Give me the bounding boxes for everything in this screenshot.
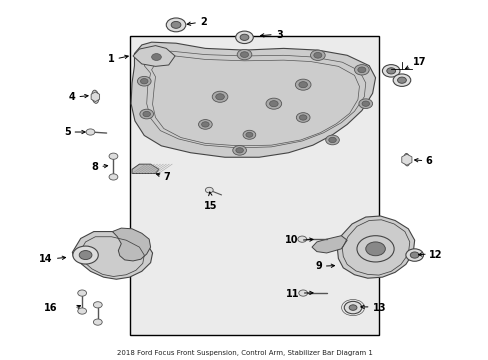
Text: 6: 6 bbox=[425, 156, 431, 166]
Circle shape bbox=[245, 132, 252, 137]
Circle shape bbox=[295, 79, 310, 90]
Circle shape bbox=[354, 65, 368, 75]
Circle shape bbox=[78, 290, 86, 296]
Circle shape bbox=[361, 101, 369, 106]
Circle shape bbox=[313, 53, 321, 58]
Circle shape bbox=[365, 242, 385, 256]
Circle shape bbox=[79, 251, 92, 260]
Circle shape bbox=[382, 65, 399, 77]
Circle shape bbox=[198, 120, 212, 129]
Circle shape bbox=[140, 109, 153, 119]
Circle shape bbox=[235, 31, 253, 44]
Circle shape bbox=[296, 113, 309, 122]
Circle shape bbox=[240, 52, 248, 58]
Circle shape bbox=[240, 34, 248, 40]
Circle shape bbox=[86, 129, 95, 135]
Circle shape bbox=[298, 82, 307, 88]
Circle shape bbox=[328, 137, 336, 143]
Text: 15: 15 bbox=[203, 201, 217, 211]
Text: 2: 2 bbox=[200, 18, 207, 27]
Circle shape bbox=[298, 290, 307, 296]
Circle shape bbox=[299, 115, 306, 120]
Text: 14: 14 bbox=[39, 253, 53, 264]
Polygon shape bbox=[311, 236, 346, 253]
Circle shape bbox=[201, 122, 209, 127]
Text: 11: 11 bbox=[285, 289, 299, 300]
Circle shape bbox=[166, 18, 185, 32]
Text: 9: 9 bbox=[314, 261, 321, 271]
Polygon shape bbox=[337, 216, 414, 278]
Circle shape bbox=[237, 49, 251, 60]
Polygon shape bbox=[132, 164, 159, 174]
Circle shape bbox=[358, 99, 372, 108]
Polygon shape bbox=[131, 42, 375, 157]
Circle shape bbox=[344, 301, 361, 314]
Polygon shape bbox=[112, 228, 150, 261]
Circle shape bbox=[215, 94, 224, 100]
Circle shape bbox=[212, 91, 227, 102]
Text: 12: 12 bbox=[428, 250, 442, 260]
Circle shape bbox=[93, 319, 102, 325]
Circle shape bbox=[392, 74, 410, 86]
Circle shape bbox=[147, 51, 165, 63]
Text: 13: 13 bbox=[372, 303, 386, 313]
Polygon shape bbox=[91, 92, 100, 102]
Circle shape bbox=[205, 187, 213, 193]
Circle shape bbox=[142, 111, 150, 117]
Ellipse shape bbox=[92, 90, 99, 103]
Circle shape bbox=[297, 236, 306, 242]
Polygon shape bbox=[133, 46, 175, 66]
Circle shape bbox=[265, 98, 281, 109]
Circle shape bbox=[137, 76, 151, 86]
Circle shape bbox=[171, 22, 181, 28]
Text: 16: 16 bbox=[44, 303, 58, 313]
Text: 17: 17 bbox=[412, 57, 426, 67]
Circle shape bbox=[151, 54, 161, 60]
Circle shape bbox=[348, 305, 356, 310]
Polygon shape bbox=[401, 154, 411, 165]
Circle shape bbox=[109, 153, 118, 159]
Polygon shape bbox=[72, 231, 152, 279]
Text: 5: 5 bbox=[64, 127, 71, 137]
Text: 1: 1 bbox=[108, 54, 115, 64]
Circle shape bbox=[93, 302, 102, 308]
Circle shape bbox=[325, 135, 339, 145]
Circle shape bbox=[140, 78, 148, 84]
Circle shape bbox=[310, 50, 325, 60]
Circle shape bbox=[243, 130, 255, 139]
Circle shape bbox=[235, 148, 243, 153]
Circle shape bbox=[357, 67, 365, 73]
Circle shape bbox=[356, 236, 393, 262]
Ellipse shape bbox=[403, 153, 409, 166]
Circle shape bbox=[269, 101, 278, 107]
Bar bbox=[129, 36, 378, 335]
Circle shape bbox=[232, 145, 246, 155]
Circle shape bbox=[109, 174, 118, 180]
Circle shape bbox=[73, 246, 98, 264]
Circle shape bbox=[409, 252, 418, 258]
Text: 2018 Ford Focus Front Suspension, Control Arm, Stabilizer Bar Diagram 1: 2018 Ford Focus Front Suspension, Contro… bbox=[116, 350, 372, 356]
Text: 3: 3 bbox=[276, 30, 283, 40]
Circle shape bbox=[78, 308, 86, 314]
Circle shape bbox=[397, 77, 406, 83]
Text: 7: 7 bbox=[163, 172, 170, 182]
Text: 10: 10 bbox=[284, 235, 298, 245]
Circle shape bbox=[386, 68, 395, 74]
Text: 4: 4 bbox=[69, 92, 76, 102]
Circle shape bbox=[405, 249, 423, 261]
Text: 8: 8 bbox=[91, 162, 98, 172]
